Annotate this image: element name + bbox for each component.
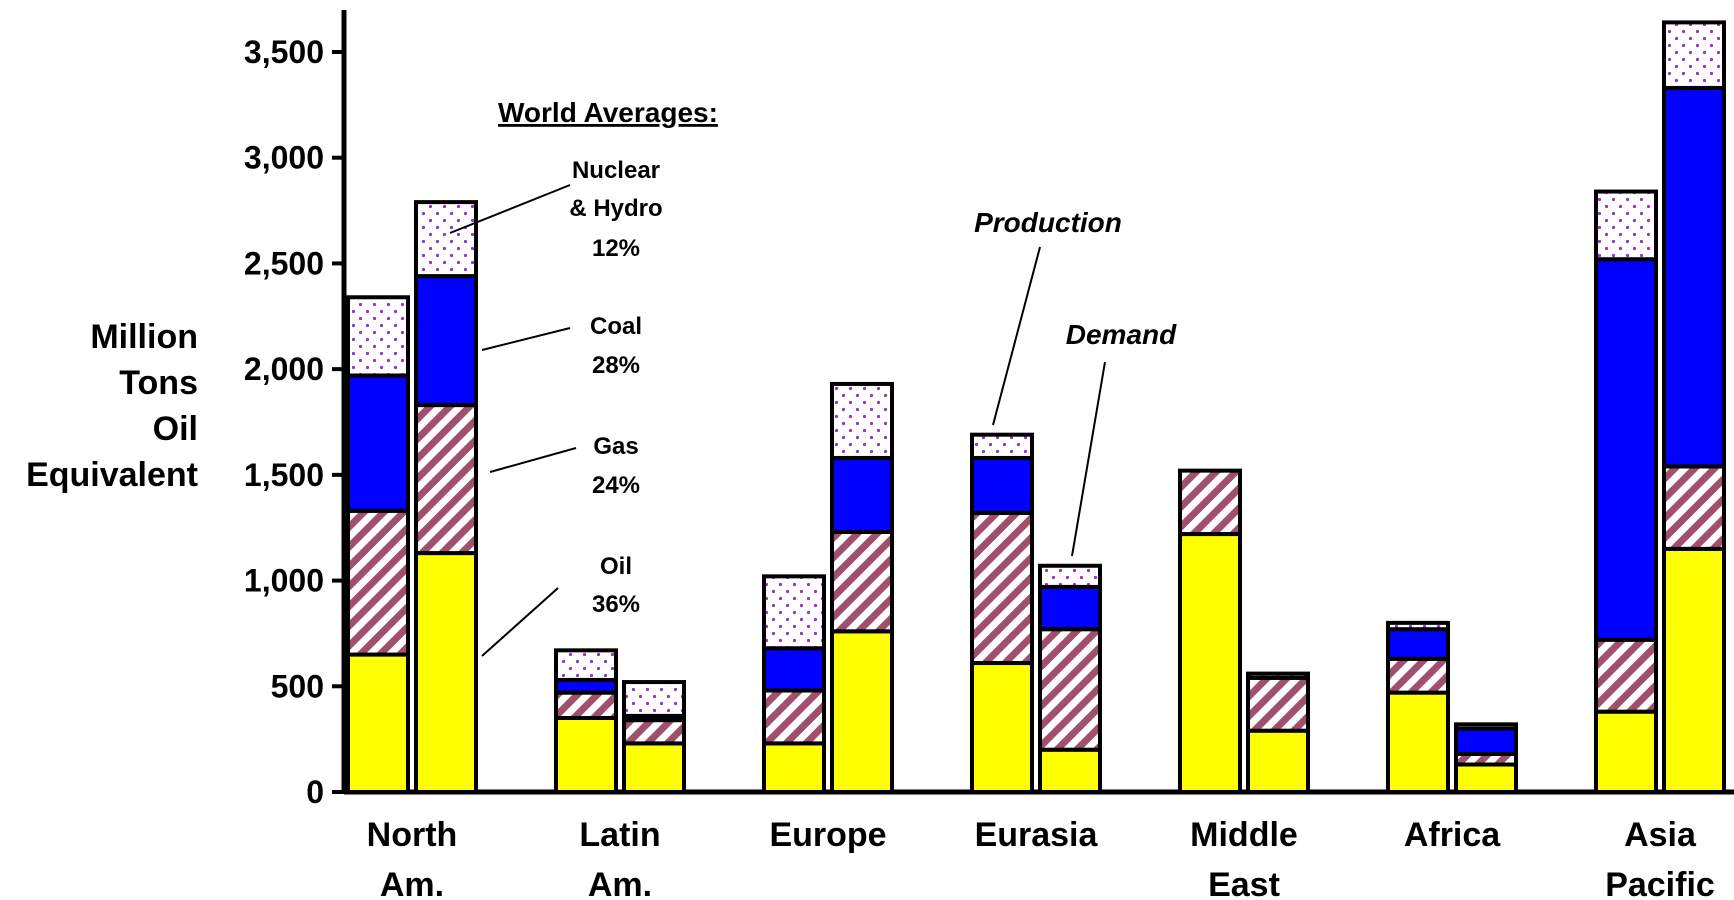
bar-segment-production-oil <box>970 661 1034 794</box>
bar-segment-demand-gas <box>622 718 686 746</box>
bar-segment-production-nuclear-hydro <box>554 648 618 682</box>
bar-segment-demand-gas <box>1246 675 1310 733</box>
bar-segment-production-nuclear-hydro <box>346 295 410 378</box>
bars <box>346 20 1726 795</box>
bar-segment-demand-gas <box>414 403 478 556</box>
bar-segment-production-coal <box>1386 627 1450 661</box>
bar-segment-production-coal <box>1594 257 1658 642</box>
legend-coal-line-1: Coal <box>590 313 642 340</box>
legend-nuclear-leader <box>449 184 571 234</box>
y-axis-title-line: Tons <box>119 364 198 402</box>
bar-segment-production-nuclear-hydro <box>1386 620 1450 632</box>
y-axis-title-line: Million <box>90 318 198 356</box>
y-tick-label: 500 <box>271 668 324 704</box>
bar-segment-demand-oil <box>1246 728 1310 795</box>
bar-segment-demand-nuclear-hydro <box>1662 20 1726 90</box>
bar-segment-demand-nuclear-hydro <box>1246 671 1310 680</box>
category-label: Middle <box>1190 816 1298 854</box>
bar-segment-demand-oil <box>1662 546 1726 794</box>
bar-segment-production-gas <box>1386 656 1450 695</box>
bar-segment-demand-nuclear-hydro <box>1454 722 1518 731</box>
bar-segment-production-gas <box>762 688 826 746</box>
bar-segment-production-gas <box>1594 637 1658 714</box>
y-tick-label: 1,500 <box>244 457 324 493</box>
legend-coal-leader <box>481 327 571 351</box>
legend-gas-leader <box>489 447 577 473</box>
category-label: Africa <box>1404 816 1501 854</box>
legend-nuclear-line-2: & Hydro <box>569 195 662 222</box>
category-label: Europe <box>769 816 886 854</box>
bar-segment-production-oil <box>554 716 618 794</box>
bar-segment-demand-oil <box>622 741 686 794</box>
y-tick-label: 2,000 <box>244 351 324 387</box>
y-tick-label: 2,500 <box>244 245 324 281</box>
legend-nuclear-line-1: Nuclear <box>572 157 660 184</box>
bar-segment-demand-oil <box>414 551 478 794</box>
bar-segment-demand-nuclear-hydro <box>414 200 478 279</box>
production-callout-leader <box>992 246 1041 426</box>
bar-segment-production-coal <box>346 373 410 513</box>
bar-segment-production-oil <box>1594 709 1658 795</box>
bar-segment-production-coal <box>762 646 826 693</box>
bar-segment-demand-oil <box>830 629 894 794</box>
bar-segment-production-gas <box>1178 468 1242 537</box>
bar-segment-production-oil <box>1178 532 1242 794</box>
demand-callout-leader <box>1071 361 1106 557</box>
category-label: North <box>367 816 458 854</box>
legend-oil-leader <box>481 587 559 657</box>
bar-segment-demand-coal <box>1454 726 1518 756</box>
bar-segment-production-gas <box>554 690 618 721</box>
y-axis-title-line: Oil <box>153 410 198 448</box>
bar-segment-production-nuclear-hydro <box>762 574 826 651</box>
bar-segment-production-gas <box>346 508 410 657</box>
legend-coal-line-2: 28% <box>592 352 640 379</box>
production-callout: Production <box>974 207 1122 238</box>
bar-segment-demand-nuclear-hydro <box>1038 563 1102 589</box>
y-tick-label: 1,000 <box>244 563 324 599</box>
bar-segment-production-nuclear-hydro <box>970 432 1034 460</box>
y-tick-label: 3,500 <box>244 34 324 70</box>
bar-segment-demand-coal <box>1038 584 1102 632</box>
demand-callout: Demand <box>1066 319 1177 350</box>
category-label: Am. <box>380 866 444 900</box>
bar-segment-production-oil <box>346 652 410 794</box>
legend-oil-line-2: 36% <box>592 591 640 618</box>
bar-segment-demand-gas <box>1662 464 1726 551</box>
category-label: Pacific <box>1605 866 1715 900</box>
bar-segment-demand-oil <box>1038 747 1102 795</box>
category-label: Am. <box>588 866 652 900</box>
bar-segment-demand-oil <box>1454 762 1518 794</box>
legend-oil-line-1: Oil <box>600 553 632 580</box>
bar-segment-demand-gas <box>830 529 894 634</box>
legend-gas-line-2: 24% <box>592 472 640 499</box>
y-tick-label: 3,000 <box>244 140 324 176</box>
category-label: Asia <box>1624 816 1697 854</box>
bar-pair-callouts: Production Demand <box>974 207 1177 557</box>
bar-segment-production-oil <box>1386 690 1450 795</box>
bar-segment-demand-coal <box>414 274 478 408</box>
world-averages-title: World Averages: <box>498 97 718 128</box>
category-label: Eurasia <box>975 816 1099 854</box>
bar-segment-production-coal <box>970 455 1034 515</box>
legend-nuclear-line-3: 12% <box>592 235 640 262</box>
category-label: East <box>1208 866 1280 900</box>
category-label: Latin <box>579 816 660 854</box>
bar-segment-production-oil <box>762 741 826 794</box>
bar-segment-production-gas <box>970 510 1034 666</box>
world-averages-legend: World Averages: Nuclear & Hydro 12% Coal… <box>449 97 718 657</box>
x-axis-labels: North Am. Latin Am. Europe Eurasia Middle East A… <box>367 816 1715 900</box>
bar-segment-demand-coal <box>830 455 894 534</box>
bar-segment-demand-gas <box>1038 627 1102 752</box>
bar-segment-demand-nuclear-hydro <box>830 381 894 460</box>
bar-segment-demand-nuclear-hydro <box>622 680 686 718</box>
y-axis-title: Million Tons Oil Equivalent <box>26 318 198 494</box>
y-axis-title-line: Equivalent <box>26 456 198 494</box>
bar-segment-demand-coal <box>1662 85 1726 469</box>
bar-segment-production-nuclear-hydro <box>1594 189 1658 262</box>
legend-gas-line-1: Gas <box>593 433 638 460</box>
y-tick-label: 0 <box>306 774 324 810</box>
